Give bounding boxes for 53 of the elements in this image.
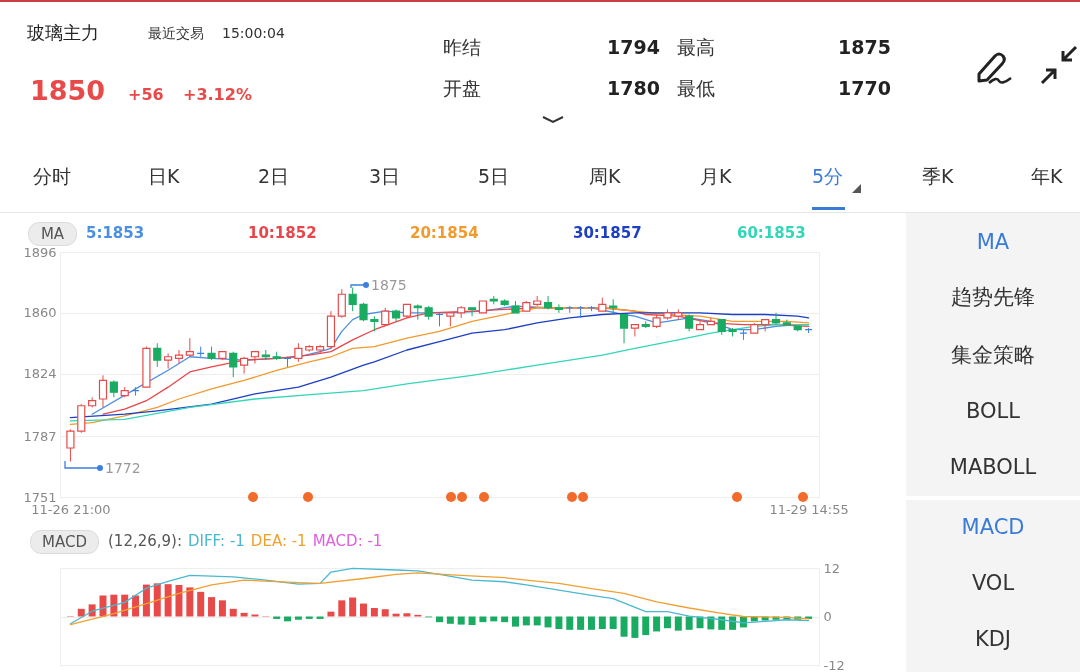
text: BOLL [965,399,1021,424]
text: MACD: -1 [312,532,383,550]
text: 2日 [258,165,290,187]
chart-title: MACD [30,530,99,554]
text: 最高 [677,36,715,58]
y-tick-label: 1860 [23,305,57,321]
y-tick-label: 1787 [23,428,57,444]
text: 5日 [478,165,510,187]
text: 集金策略 [950,343,1036,368]
text: DEA: -1 [250,532,307,550]
y-tick-label: 1824 [23,366,57,382]
text: 分时 [33,165,71,187]
chart-title: 玻璃主力 [27,22,99,43]
text: 1794 [607,36,660,58]
x-tick-label: 11-29 14:55 [769,501,849,517]
text: 1780 [607,77,660,99]
annotation: 1875 [371,277,407,294]
text: 最近交易 [148,25,204,42]
series-label: DIFF: -1 [188,532,245,550]
text: 月K [700,165,732,187]
text: 3日 [369,165,401,187]
legend-title: (12,26,9): [108,532,183,550]
y-tick-label: 1896 [23,244,57,260]
text: 趋势先锋 [950,285,1036,310]
text: 5分 [812,165,844,187]
text: 昨结 [443,36,481,58]
text: 日K [148,165,180,187]
text: 60:1853 [737,224,806,242]
text: 1850 [30,75,106,106]
text: 5:1853 [86,224,145,242]
y-tick-label: 12 [823,560,841,576]
text: 10:1852 [248,224,317,242]
text: 最低 [677,77,715,99]
text: VOL [970,571,1016,596]
text: 30:1857 [573,224,642,242]
text: 20:1854 [410,224,479,242]
text: +3.12% [183,85,252,104]
text: +56 [128,85,164,104]
text: KDJ [973,627,1013,652]
text: 周K [589,165,621,187]
text: 1770 [838,77,891,99]
text: 15:00:04 [222,25,285,42]
legend-title: MA [28,222,77,246]
y-tick-label: -12 [823,657,845,672]
text: 开盘 [443,77,481,99]
y-tick-label: 0 [823,609,832,624]
text: MA [975,230,1011,255]
text: MABOLL [948,455,1038,480]
text: 季K [922,165,954,187]
text: MACD [960,515,1026,540]
text: 年K [1031,165,1063,187]
text: 1875 [838,36,891,58]
annotation: 1772 [105,460,141,477]
